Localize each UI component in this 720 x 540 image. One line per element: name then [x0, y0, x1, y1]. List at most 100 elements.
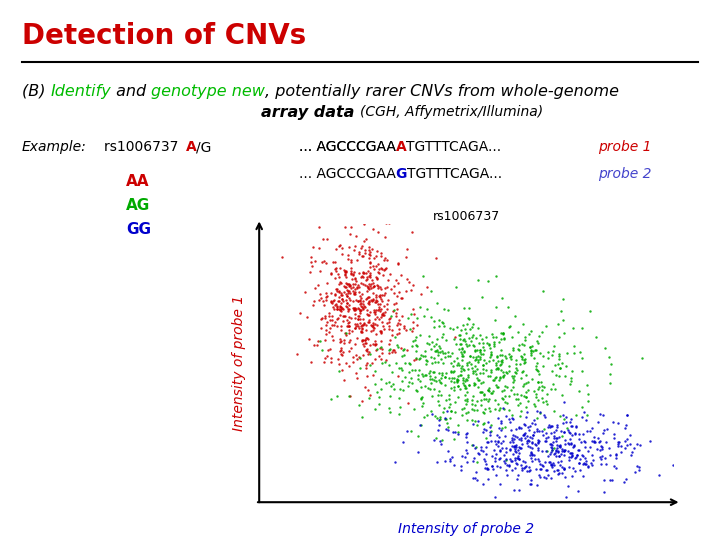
Point [516, 444, 527, 453]
Point [510, 475, 522, 483]
Point [519, 457, 531, 466]
Point [369, 341, 381, 349]
Point [451, 378, 463, 387]
Point [365, 321, 377, 329]
Point [365, 295, 377, 304]
Text: G: G [396, 167, 407, 181]
Point [524, 451, 536, 460]
Point [393, 410, 405, 418]
Point [362, 386, 374, 394]
Point [478, 346, 490, 354]
Point [534, 348, 546, 357]
Point [363, 279, 374, 288]
Point [307, 301, 319, 309]
Point [349, 241, 361, 250]
Point [517, 430, 528, 439]
Point [437, 329, 449, 338]
Point [384, 336, 395, 345]
Point [449, 335, 460, 343]
Point [536, 386, 548, 394]
Point [393, 364, 405, 373]
Point [556, 444, 567, 453]
Point [608, 434, 620, 442]
Point [501, 399, 513, 408]
Point [579, 408, 590, 416]
Point [505, 426, 516, 434]
Point [432, 357, 444, 366]
Point [341, 301, 352, 310]
Point [621, 411, 633, 420]
Point [330, 266, 342, 275]
Point [480, 449, 492, 458]
Point [494, 462, 505, 471]
Point [318, 235, 329, 244]
Point [320, 353, 331, 362]
Point [522, 386, 534, 395]
Point [564, 417, 575, 426]
Point [477, 361, 489, 370]
Point [305, 268, 316, 276]
Point [361, 282, 372, 291]
Point [508, 442, 519, 450]
Point [372, 260, 384, 268]
Point [496, 394, 508, 402]
Point [346, 275, 358, 284]
Point [471, 373, 482, 382]
Point [401, 427, 413, 435]
Point [336, 303, 348, 312]
Point [357, 303, 369, 312]
Point [396, 294, 408, 302]
Point [491, 352, 503, 360]
Point [394, 403, 405, 411]
Text: Example:: Example: [22, 140, 86, 154]
Point [554, 433, 565, 441]
Point [291, 349, 302, 358]
Point [508, 434, 520, 443]
Point [378, 310, 390, 319]
Point [532, 446, 544, 455]
Point [495, 329, 506, 338]
Point [447, 325, 459, 333]
Point [527, 431, 539, 440]
Point [403, 368, 415, 377]
Point [550, 433, 562, 442]
Point [372, 299, 383, 308]
Point [536, 394, 548, 402]
Point [370, 261, 382, 270]
Point [598, 476, 610, 484]
Point [481, 366, 492, 374]
Point [423, 340, 435, 348]
Point [534, 369, 545, 378]
Point [557, 463, 568, 472]
Point [538, 472, 549, 481]
Point [307, 242, 319, 251]
Point [343, 255, 354, 264]
Point [363, 318, 374, 327]
Point [335, 288, 346, 297]
Point [358, 302, 369, 310]
Point [350, 285, 361, 293]
Point [431, 376, 442, 385]
Point [491, 352, 503, 361]
Point [377, 311, 389, 320]
Point [516, 367, 528, 376]
Point [395, 343, 406, 352]
Point [457, 352, 469, 360]
Point [467, 368, 479, 377]
Point [333, 360, 344, 368]
Point [505, 353, 516, 361]
Point [405, 286, 417, 295]
Point [491, 462, 503, 470]
Point [444, 352, 456, 361]
Point [365, 284, 377, 292]
Point [382, 300, 393, 309]
Point [356, 289, 368, 298]
Point [582, 410, 593, 419]
Point [467, 456, 479, 465]
Point [429, 346, 441, 355]
Point [534, 383, 545, 391]
Point [339, 282, 351, 291]
Point [329, 291, 341, 299]
Point [347, 357, 359, 366]
Point [566, 451, 577, 460]
